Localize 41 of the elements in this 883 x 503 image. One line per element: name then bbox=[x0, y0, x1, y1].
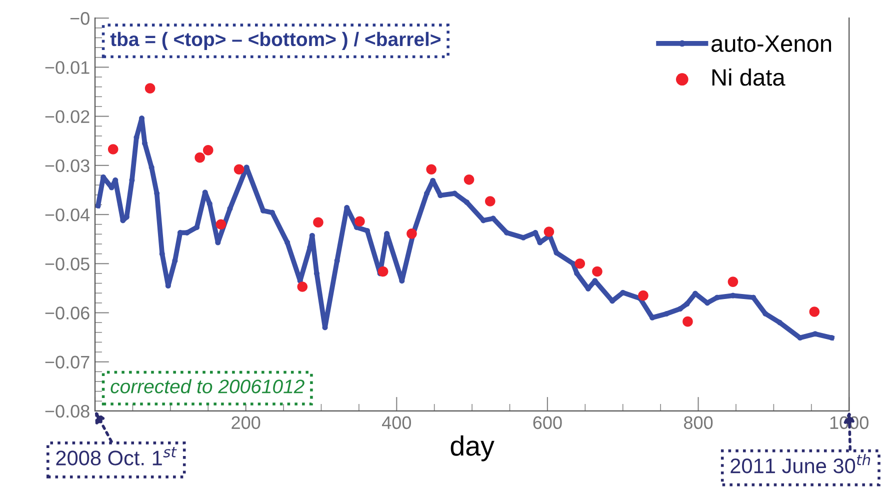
legend-label: Ni data bbox=[712, 68, 786, 86]
point bbox=[638, 290, 648, 301]
y-tick-label: −0.03 bbox=[45, 159, 90, 172]
point bbox=[809, 306, 820, 317]
point bbox=[297, 282, 308, 292]
point bbox=[406, 228, 417, 239]
point bbox=[194, 152, 205, 163]
y-tick-label: −0.05 bbox=[45, 258, 90, 270]
point bbox=[464, 174, 474, 185]
x-tick-label: 600 bbox=[533, 416, 562, 430]
point bbox=[354, 216, 365, 227]
y-tick-label: −0.04 bbox=[45, 208, 90, 222]
annotation: tba = ( <top> – <bottom> ) / <barrel> bbox=[110, 32, 440, 50]
point bbox=[682, 316, 693, 327]
x-tick-label: 200 bbox=[232, 416, 260, 430]
x-tick-label: 800 bbox=[684, 416, 713, 430]
point bbox=[378, 266, 388, 277]
point bbox=[544, 226, 554, 237]
point bbox=[202, 145, 214, 156]
legend-label: auto-Xenon bbox=[711, 36, 832, 52]
point bbox=[574, 258, 586, 269]
text: 2008 Oct. 1$^{st}$ bbox=[56, 447, 177, 466]
y-tick-label: −0.01 bbox=[45, 61, 90, 74]
point bbox=[728, 276, 738, 287]
y-tick-label: −0 bbox=[70, 12, 90, 25]
point bbox=[108, 144, 118, 154]
text: 2011 June 30$^{th}$ bbox=[730, 454, 870, 474]
point bbox=[485, 196, 496, 206]
point bbox=[313, 217, 324, 228]
y-tick-label: −0.02 bbox=[45, 110, 90, 124]
y-tick-label: −0.08 bbox=[45, 404, 90, 418]
x-axis-title: day bbox=[450, 435, 494, 462]
y-tick-label: −0.07 bbox=[45, 356, 90, 369]
point bbox=[216, 219, 226, 230]
x-tick-label: 400 bbox=[382, 416, 411, 430]
point bbox=[592, 266, 602, 277]
point bbox=[234, 164, 244, 175]
point bbox=[426, 164, 436, 175]
annotation: corrected to 20061012 bbox=[110, 379, 304, 394]
y-tick-label: −0.06 bbox=[45, 306, 90, 320]
point bbox=[144, 83, 156, 94]
